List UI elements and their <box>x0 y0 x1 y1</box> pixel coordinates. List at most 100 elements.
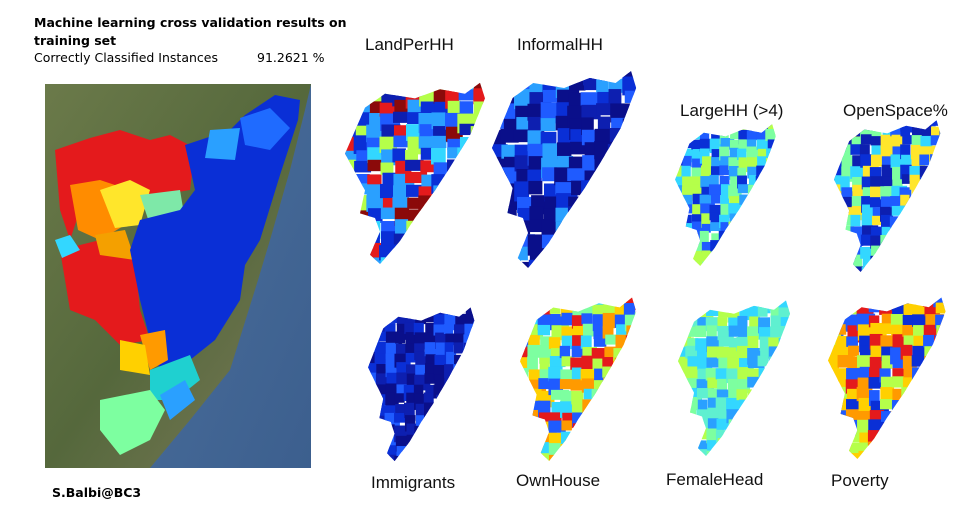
district <box>832 275 842 289</box>
district <box>945 366 946 378</box>
district <box>790 346 805 356</box>
district <box>473 454 475 461</box>
district <box>621 143 637 161</box>
district <box>413 322 424 335</box>
district <box>596 76 609 93</box>
district <box>719 214 730 228</box>
district <box>567 168 589 182</box>
district <box>380 257 394 265</box>
district <box>920 215 930 225</box>
district <box>492 156 507 177</box>
district <box>891 421 904 432</box>
district <box>487 255 501 267</box>
district <box>368 351 378 365</box>
district <box>921 124 932 138</box>
district <box>458 89 481 101</box>
district <box>790 387 801 399</box>
district <box>675 124 686 131</box>
district <box>935 365 946 380</box>
district <box>484 171 485 192</box>
district <box>701 241 715 253</box>
district <box>843 274 859 288</box>
district <box>557 245 575 264</box>
district <box>683 240 695 255</box>
district <box>354 219 373 233</box>
district <box>857 355 872 368</box>
district <box>486 90 505 102</box>
district <box>423 433 437 448</box>
district <box>929 254 941 269</box>
district <box>766 260 776 266</box>
district <box>424 363 437 376</box>
district <box>947 388 959 402</box>
district <box>369 101 387 114</box>
district <box>701 223 711 233</box>
district <box>708 184 723 196</box>
district <box>514 261 535 268</box>
district <box>881 245 893 263</box>
district <box>902 452 919 459</box>
district <box>675 204 684 217</box>
district <box>860 234 876 246</box>
district <box>697 399 708 415</box>
district <box>720 222 733 234</box>
district <box>488 272 504 293</box>
district <box>868 390 880 407</box>
district <box>729 251 745 263</box>
district <box>930 235 941 249</box>
district <box>706 450 724 456</box>
district <box>675 127 685 144</box>
district <box>381 221 397 235</box>
district <box>634 312 637 329</box>
district <box>696 428 709 440</box>
district <box>434 82 448 91</box>
district <box>465 307 475 317</box>
metric-label: Correctly Classified Instances <box>34 50 218 65</box>
district <box>868 441 883 459</box>
district <box>946 345 958 361</box>
district <box>447 82 468 93</box>
district <box>835 441 853 457</box>
district <box>900 194 910 206</box>
district <box>375 307 391 317</box>
district <box>891 324 909 336</box>
district <box>635 209 637 232</box>
district <box>729 213 741 226</box>
district <box>837 345 855 358</box>
district <box>755 175 766 192</box>
district <box>933 421 946 440</box>
district <box>513 77 531 90</box>
district <box>453 342 467 354</box>
district <box>406 443 422 455</box>
district <box>568 260 589 268</box>
district <box>624 358 637 373</box>
district <box>900 277 915 290</box>
district <box>419 82 439 91</box>
district <box>758 252 773 265</box>
district <box>778 407 789 420</box>
district <box>695 325 707 338</box>
district <box>548 337 561 349</box>
district <box>900 400 916 415</box>
district <box>944 314 946 331</box>
district <box>415 312 427 325</box>
district <box>902 297 915 303</box>
district <box>758 367 771 385</box>
district <box>691 259 703 266</box>
district <box>890 410 903 424</box>
district <box>767 139 776 154</box>
district <box>780 317 791 331</box>
district <box>770 418 782 433</box>
district <box>880 264 890 272</box>
district <box>870 255 884 268</box>
district <box>570 379 588 391</box>
district <box>700 165 713 177</box>
district <box>707 300 725 307</box>
district <box>690 128 702 140</box>
district <box>699 148 710 164</box>
district <box>460 243 480 257</box>
district <box>834 234 844 251</box>
district <box>738 222 750 236</box>
district <box>727 305 740 323</box>
district <box>539 357 550 376</box>
